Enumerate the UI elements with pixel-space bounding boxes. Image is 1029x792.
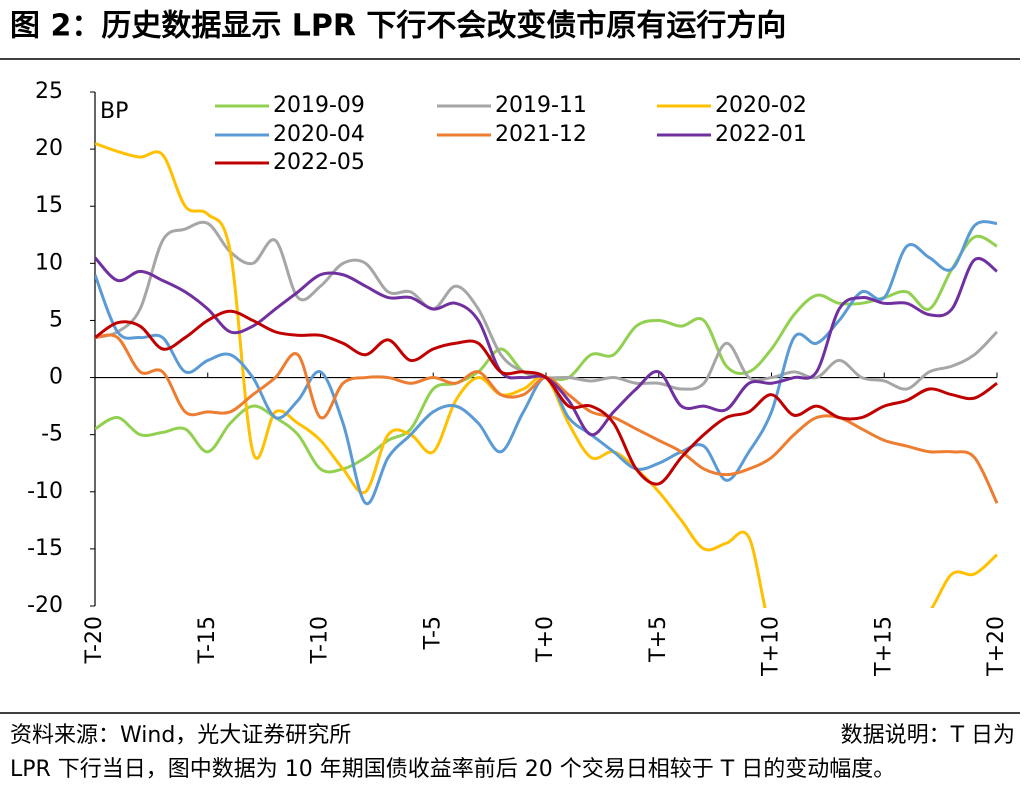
x-tick-label: T-15 — [195, 616, 220, 664]
note: 数据说明：T 日为 — [841, 723, 1015, 748]
y-tick-label: -5 — [41, 422, 63, 447]
y-tick-label: -15 — [27, 536, 63, 561]
x-tick-label: T+0 — [533, 616, 558, 663]
x-tick-label: T-20 — [82, 616, 107, 664]
legend-label: 2021-12 — [495, 122, 587, 147]
legend-label: 2019-09 — [273, 93, 365, 118]
y-tick-label: -10 — [27, 479, 63, 504]
x-tick-label: T+5 — [646, 616, 671, 663]
chart-title: 图 2：历史数据显示 LPR 下行不会改变债市原有运行方向 — [10, 9, 786, 44]
series-line — [95, 333, 999, 504]
y-tick-label: 20 — [35, 136, 63, 161]
legend-label: 2020-02 — [715, 93, 807, 118]
series-line — [95, 309, 998, 486]
y-tick-label: 15 — [35, 193, 63, 218]
x-tick-label: T-5 — [420, 616, 445, 650]
x-tick-label: T+20 — [984, 616, 1009, 677]
x-tick-label: T+10 — [759, 616, 784, 677]
x-tick-label: T+15 — [871, 616, 896, 677]
legend-label: 2022-05 — [273, 150, 365, 175]
plot-lines — [95, 141, 999, 608]
y-tick-label: 5 — [49, 307, 63, 332]
legend-label: 2020-04 — [273, 122, 365, 147]
source: 资料来源：Wind，光大证券研究所 — [10, 723, 351, 748]
y-tick-label: 0 — [49, 365, 63, 390]
x-tick-label: T-10 — [308, 616, 333, 664]
y-tick-label: 25 — [35, 79, 63, 104]
y-axis-label: BP — [100, 99, 128, 124]
note: LPR 下行当日，图中数据为 10 年期国债收益率前后 20 个交易日相较于 T… — [10, 757, 895, 782]
series-line — [95, 256, 998, 437]
series-line — [95, 141, 999, 608]
legend-label: 2019-11 — [495, 93, 587, 118]
series-line — [95, 220, 998, 505]
y-tick-label: -20 — [27, 593, 63, 618]
legend-label: 2022-01 — [715, 122, 807, 147]
y-tick-label: 10 — [35, 250, 63, 275]
